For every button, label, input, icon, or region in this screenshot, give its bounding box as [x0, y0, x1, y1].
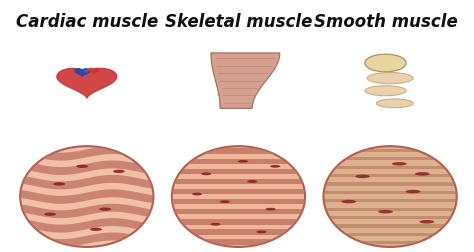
Ellipse shape: [376, 99, 413, 108]
Ellipse shape: [20, 146, 154, 247]
Polygon shape: [172, 199, 305, 204]
Polygon shape: [172, 179, 305, 184]
Polygon shape: [20, 175, 154, 190]
Polygon shape: [323, 233, 457, 236]
Polygon shape: [323, 149, 457, 152]
Ellipse shape: [53, 182, 65, 185]
Ellipse shape: [219, 200, 230, 203]
Ellipse shape: [406, 190, 420, 193]
Ellipse shape: [90, 228, 102, 231]
Ellipse shape: [367, 73, 413, 84]
Polygon shape: [20, 189, 154, 204]
Ellipse shape: [238, 160, 248, 163]
Ellipse shape: [378, 210, 393, 213]
Polygon shape: [57, 69, 117, 98]
Ellipse shape: [365, 86, 406, 96]
Polygon shape: [20, 146, 154, 161]
Ellipse shape: [99, 208, 111, 211]
Polygon shape: [172, 148, 305, 154]
Ellipse shape: [365, 54, 406, 72]
Ellipse shape: [76, 165, 88, 168]
Polygon shape: [172, 239, 305, 245]
Polygon shape: [323, 157, 457, 160]
Polygon shape: [172, 219, 305, 225]
Polygon shape: [20, 218, 154, 233]
Polygon shape: [172, 209, 305, 214]
Ellipse shape: [44, 213, 56, 216]
Polygon shape: [172, 159, 305, 164]
Polygon shape: [172, 169, 305, 174]
Polygon shape: [323, 216, 457, 219]
Ellipse shape: [172, 146, 305, 247]
Polygon shape: [323, 224, 457, 228]
Polygon shape: [211, 53, 280, 108]
Ellipse shape: [270, 165, 280, 168]
Ellipse shape: [415, 172, 429, 176]
Ellipse shape: [323, 146, 457, 247]
Ellipse shape: [247, 180, 257, 183]
Ellipse shape: [192, 193, 202, 196]
Ellipse shape: [201, 172, 211, 175]
Polygon shape: [20, 204, 154, 218]
Polygon shape: [323, 199, 457, 202]
Text: Cardiac muscle: Cardiac muscle: [16, 13, 158, 30]
Ellipse shape: [392, 162, 407, 166]
Polygon shape: [88, 68, 99, 74]
Ellipse shape: [113, 170, 125, 173]
Text: Smooth muscle: Smooth muscle: [314, 13, 457, 30]
Ellipse shape: [265, 208, 276, 211]
Polygon shape: [20, 161, 154, 175]
Text: Skeletal muscle: Skeletal muscle: [165, 13, 312, 30]
Ellipse shape: [355, 175, 370, 178]
Polygon shape: [323, 208, 457, 211]
Polygon shape: [323, 166, 457, 169]
Ellipse shape: [341, 200, 356, 203]
Polygon shape: [323, 191, 457, 194]
Polygon shape: [323, 182, 457, 185]
Polygon shape: [323, 174, 457, 177]
Ellipse shape: [256, 230, 266, 233]
Polygon shape: [323, 241, 457, 244]
Ellipse shape: [419, 220, 434, 224]
Polygon shape: [20, 233, 154, 247]
Polygon shape: [172, 189, 305, 194]
Polygon shape: [75, 69, 90, 76]
Ellipse shape: [210, 223, 220, 226]
Polygon shape: [172, 229, 305, 235]
